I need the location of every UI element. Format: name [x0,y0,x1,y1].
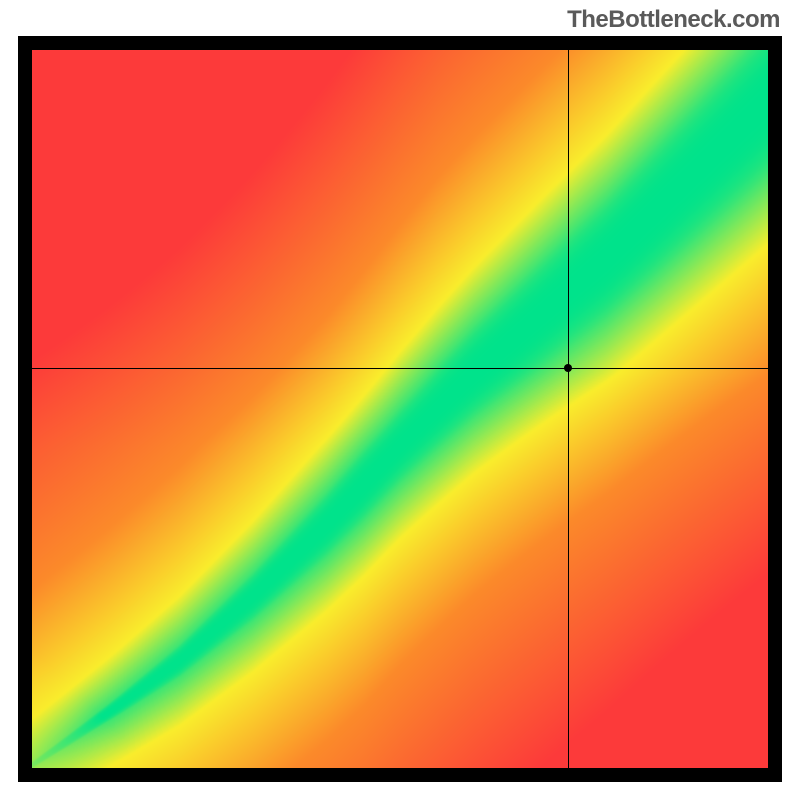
heatmap-canvas [32,50,768,768]
crosshair-vertical [568,50,569,768]
chart-inner [32,50,768,768]
watermark-text: TheBottleneck.com [567,6,780,34]
marker-dot [564,364,572,372]
chart-frame [18,36,782,782]
chart-container: TheBottleneck.com [0,0,800,800]
crosshair-horizontal [32,368,768,369]
